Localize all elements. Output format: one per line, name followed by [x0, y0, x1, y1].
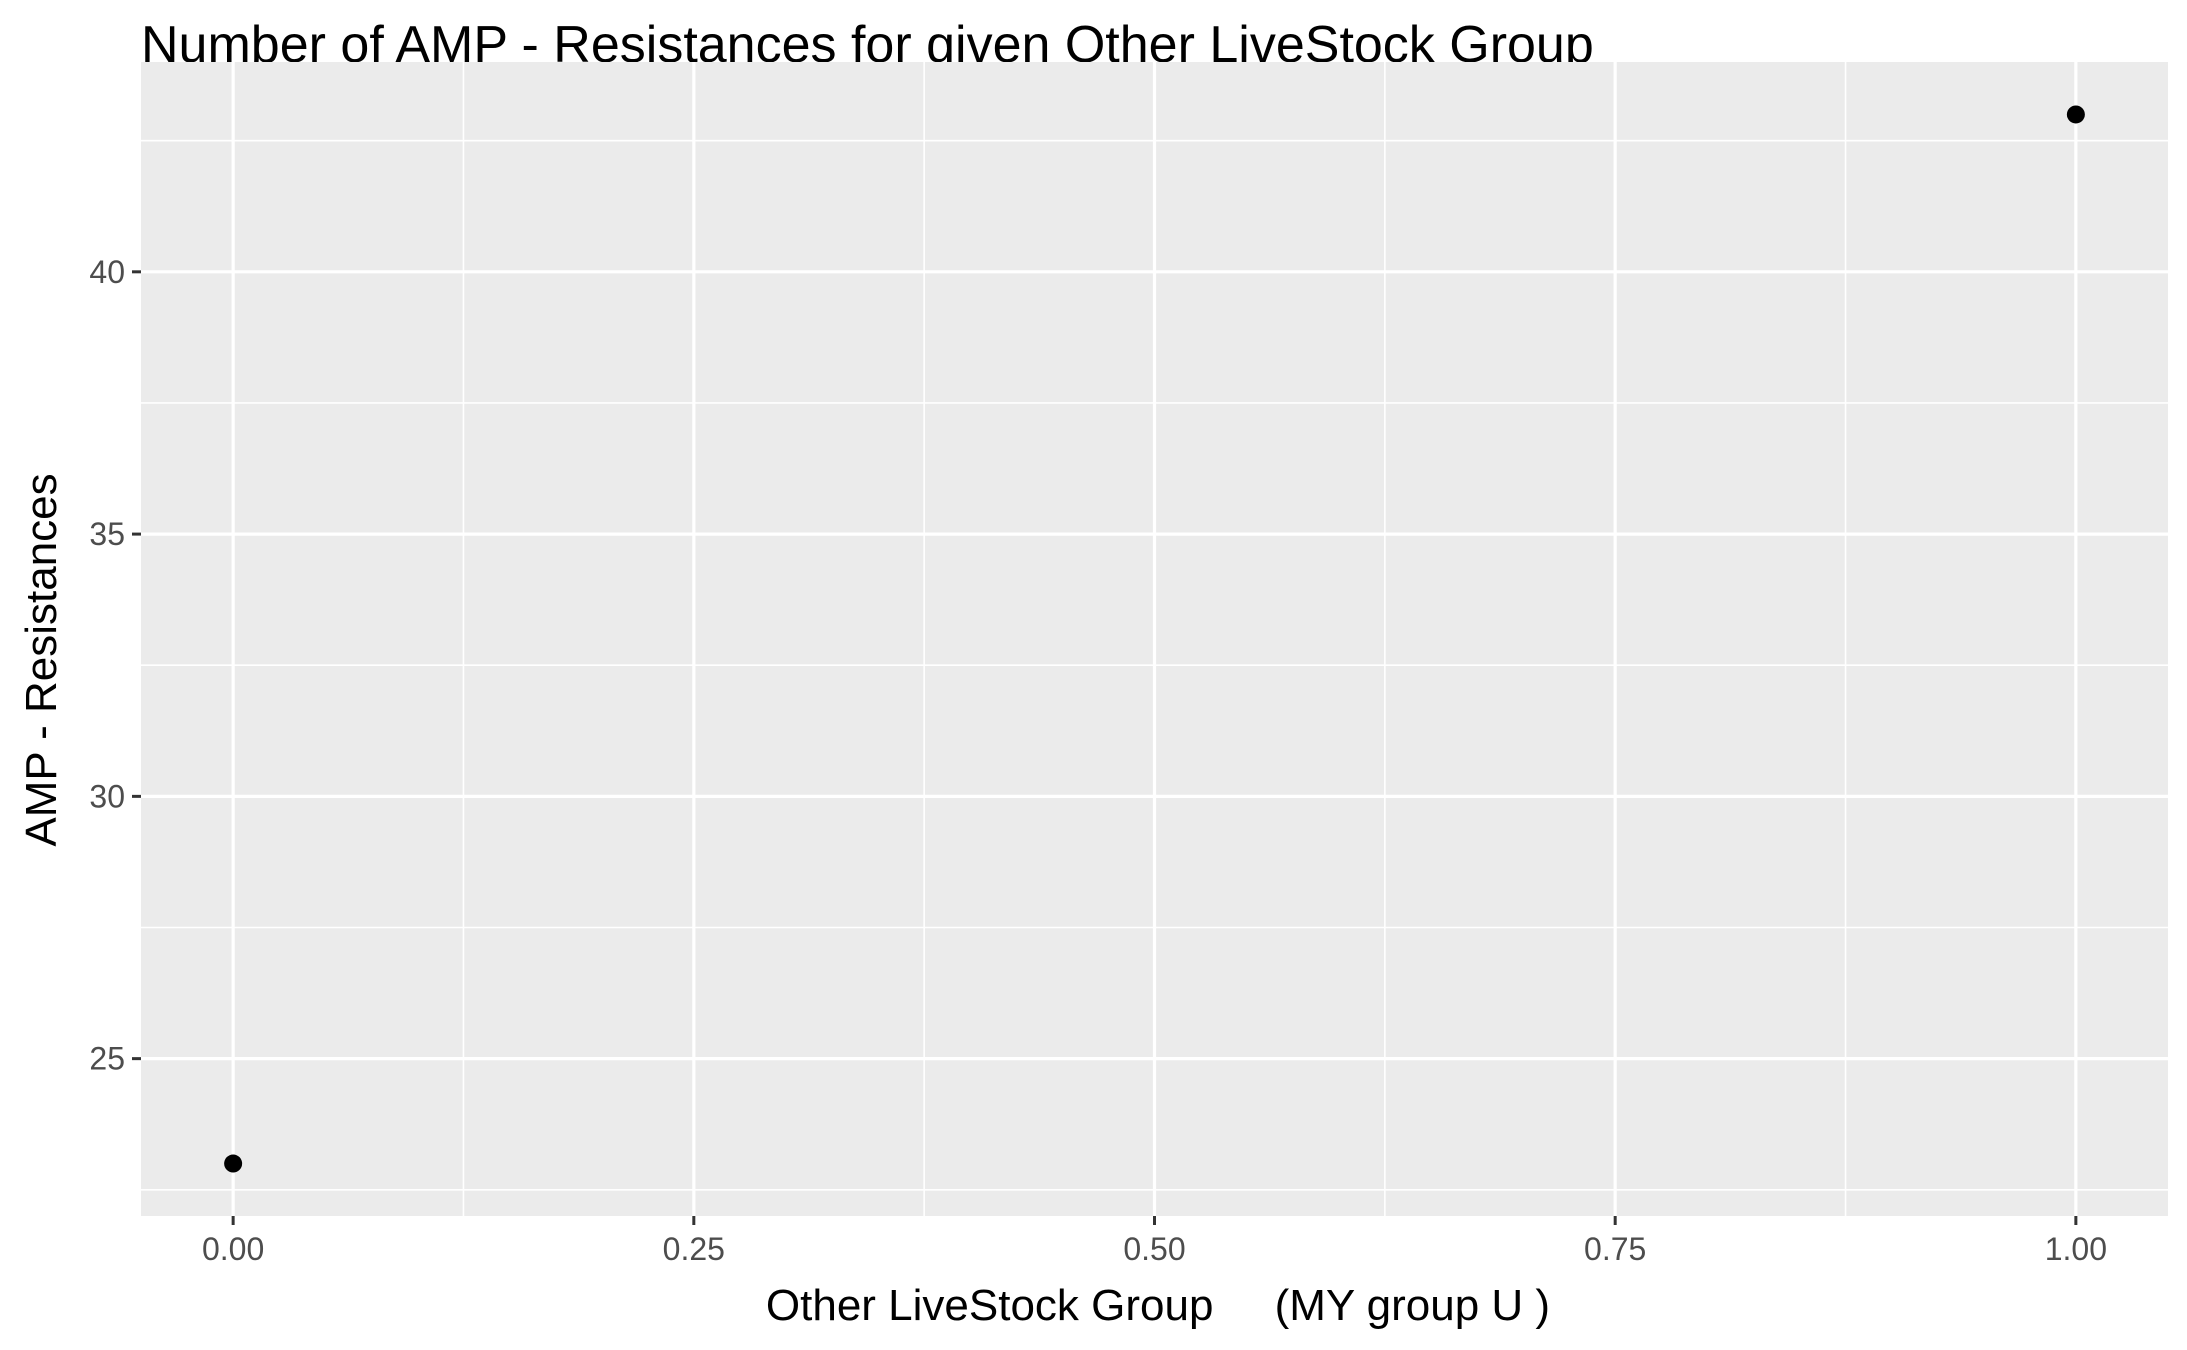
y-tick-label: 30: [89, 778, 125, 814]
x-tick-label: 0.00: [202, 1231, 264, 1267]
x-tick-label: 1.00: [2045, 1231, 2107, 1267]
y-axis-title: AMP - Resistances: [17, 473, 66, 846]
data-point: [224, 1154, 243, 1173]
data-point: [2066, 105, 2085, 124]
y-axis: 25 30 35 40: [89, 254, 141, 1077]
x-tick-label: 0.50: [1123, 1231, 1185, 1267]
y-tick-label: 25: [89, 1041, 125, 1077]
x-axis: 0.00 0.25 0.50 0.75 1.00: [202, 1216, 2107, 1267]
major-gridlines: [141, 62, 2168, 1216]
x-tick-label: 0.25: [663, 1231, 725, 1267]
y-tick-label: 35: [89, 516, 125, 552]
y-tick-label: 40: [89, 254, 125, 290]
x-axis-title: Other LiveStock Group (MY group U ): [766, 1281, 1550, 1330]
data-points: [224, 105, 2085, 1173]
x-tick-label: 0.75: [1584, 1231, 1646, 1267]
